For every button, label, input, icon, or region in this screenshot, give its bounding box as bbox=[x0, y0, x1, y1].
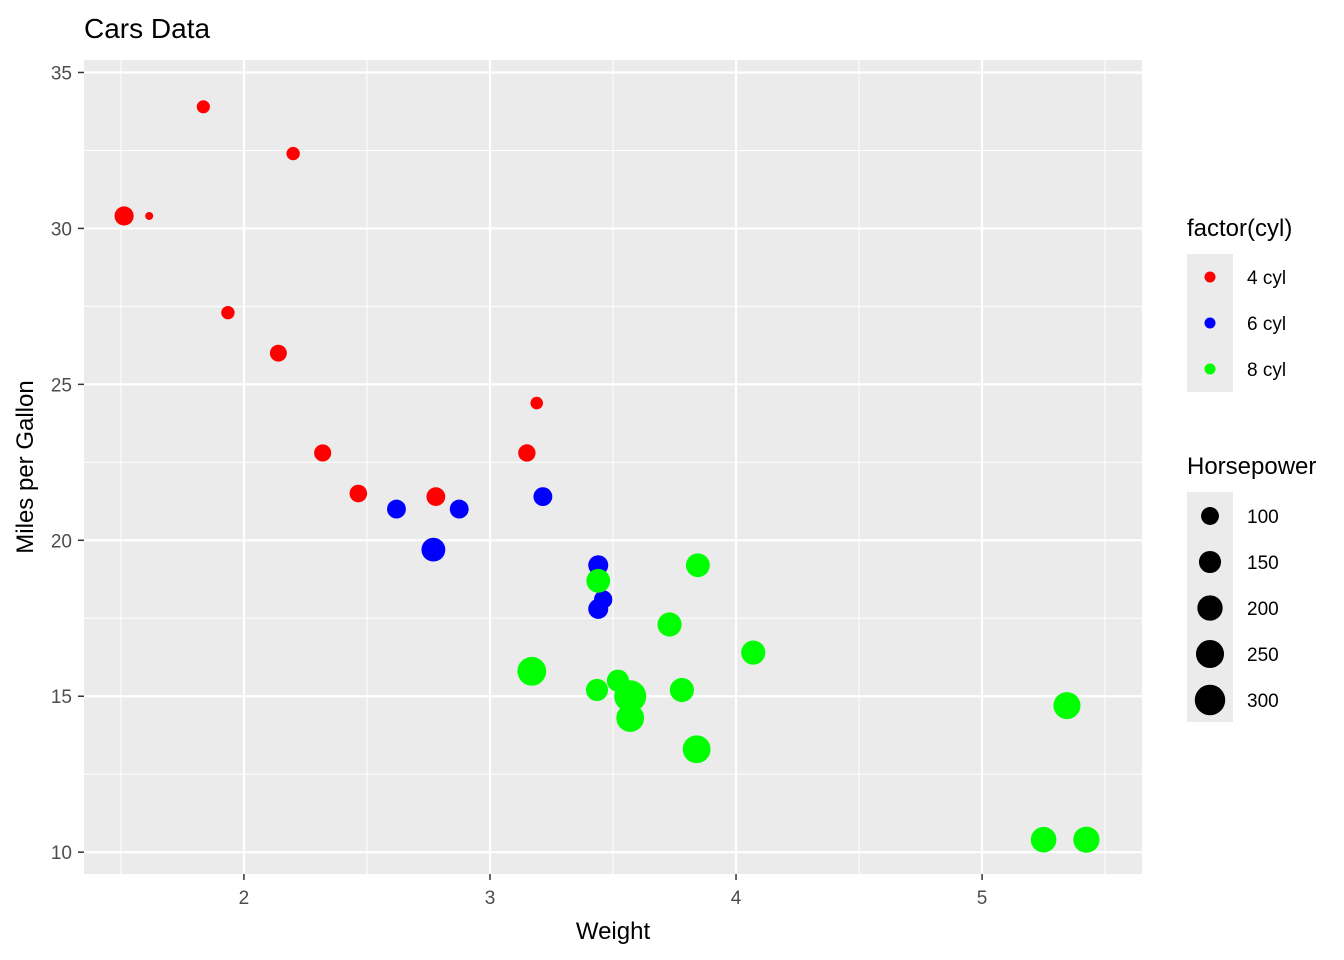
legend-size-label: 250 bbox=[1247, 645, 1279, 666]
legend-size-label: 300 bbox=[1247, 691, 1279, 712]
point bbox=[685, 553, 710, 578]
legend-color-title: factor(cyl) bbox=[1187, 215, 1292, 242]
point bbox=[741, 640, 766, 665]
point bbox=[585, 678, 609, 702]
legend-size-key bbox=[1195, 639, 1225, 669]
data-points bbox=[114, 100, 1100, 853]
legend-size: Horsepower 100 150 200 250 300 bbox=[1187, 453, 1316, 722]
legend-color: factor(cyl) 4 cyl 6 cyl 8 cyl bbox=[1187, 215, 1292, 392]
point bbox=[286, 146, 300, 161]
point bbox=[530, 396, 543, 410]
legend-color-key bbox=[1204, 271, 1216, 283]
chart-title: Cars Data bbox=[84, 13, 210, 44]
point bbox=[586, 568, 611, 593]
legend-size-label: 150 bbox=[1247, 553, 1279, 574]
x-tick-label: 2 bbox=[239, 888, 250, 909]
y-tick-label: 20 bbox=[51, 531, 72, 552]
point bbox=[349, 484, 368, 503]
point bbox=[314, 444, 332, 462]
point bbox=[616, 704, 645, 732]
y-tick-label: 35 bbox=[51, 63, 72, 84]
legend-size-key bbox=[1198, 550, 1222, 574]
legend-size-label: 100 bbox=[1247, 507, 1279, 528]
x-tick-label: 4 bbox=[731, 888, 742, 909]
point bbox=[518, 444, 536, 462]
point bbox=[114, 206, 134, 226]
legend-size-label: 200 bbox=[1247, 599, 1279, 620]
x-tick-label: 5 bbox=[977, 888, 988, 909]
point bbox=[387, 499, 406, 519]
point bbox=[421, 537, 446, 562]
x-tick-label: 3 bbox=[485, 888, 496, 909]
x-axis: 2 3 4 5 bbox=[239, 874, 988, 909]
point bbox=[614, 680, 647, 713]
legend-size-key bbox=[1201, 507, 1219, 525]
point bbox=[1073, 826, 1100, 853]
legend-color-label: 4 cyl bbox=[1247, 268, 1286, 289]
point bbox=[669, 677, 694, 703]
point bbox=[517, 656, 547, 686]
legend-color-label: 8 cyl bbox=[1247, 360, 1286, 381]
x-axis-label: Weight bbox=[576, 918, 651, 945]
point bbox=[657, 612, 682, 637]
point bbox=[449, 499, 469, 519]
point bbox=[221, 305, 235, 320]
point bbox=[426, 487, 446, 507]
legend-color-key bbox=[1204, 363, 1216, 375]
y-axis: 10 15 20 25 30 35 bbox=[51, 63, 84, 864]
point bbox=[196, 100, 210, 114]
point bbox=[588, 598, 609, 619]
legend-size-key bbox=[1197, 595, 1223, 621]
grid-minor bbox=[84, 60, 1142, 874]
point bbox=[145, 211, 154, 220]
y-axis-label: Miles per Gallon bbox=[12, 380, 39, 553]
legend-size-key bbox=[1194, 684, 1226, 716]
y-tick-label: 25 bbox=[51, 375, 72, 396]
legend-size-title: Horsepower bbox=[1187, 453, 1316, 480]
point bbox=[682, 735, 711, 764]
point bbox=[533, 487, 553, 507]
legend-color-label: 6 cyl bbox=[1247, 314, 1286, 335]
legend-color-key bbox=[1204, 317, 1216, 329]
y-tick-label: 10 bbox=[51, 843, 72, 864]
y-tick-label: 30 bbox=[51, 219, 72, 240]
point bbox=[1053, 692, 1081, 720]
grid-major bbox=[84, 60, 1142, 874]
y-tick-label: 15 bbox=[51, 687, 72, 708]
point bbox=[269, 344, 287, 362]
point bbox=[1030, 826, 1057, 853]
